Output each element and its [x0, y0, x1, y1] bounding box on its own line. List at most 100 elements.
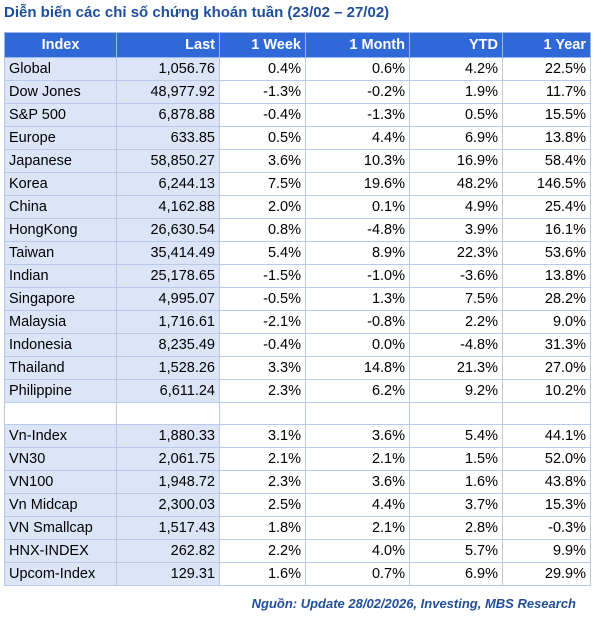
year-change-cell: 15.3% [502, 493, 591, 517]
month-change-cell: -1.0% [305, 264, 410, 288]
ytd-change-cell: 48.2% [409, 172, 503, 196]
table-title: Diễn biến các chỉ số chứng khoán tuần (2… [4, 4, 390, 21]
table-row: Indonesia 8,235.49 -0.4% 0.0% -4.8% 31.3% [4, 333, 591, 357]
header-index: Index [4, 32, 117, 58]
last-cell: 26,630.54 [116, 218, 220, 242]
year-change-cell: 9.0% [502, 310, 591, 334]
year-change-cell: 29.9% [502, 562, 591, 586]
empty-cell [219, 402, 306, 425]
ytd-change-cell: 3.7% [409, 493, 503, 517]
ytd-change-cell: 2.2% [409, 310, 503, 334]
month-change-cell: 0.1% [305, 195, 410, 219]
last-cell: 6,878.88 [116, 103, 220, 127]
ytd-change-cell: 21.3% [409, 356, 503, 380]
header-row: Index Last 1 Week 1 Month YTD 1 Year [4, 32, 591, 58]
last-cell: 1,517.43 [116, 516, 220, 540]
table-row: Thailand 1,528.26 3.3% 14.8% 21.3% 27.0% [4, 356, 591, 380]
month-change-cell: 3.6% [305, 470, 410, 494]
table-row: Vn Midcap 2,300.03 2.5% 4.4% 3.7% 15.3% [4, 493, 591, 517]
table-row: Taiwan 35,414.49 5.4% 8.9% 22.3% 53.6% [4, 241, 591, 265]
month-change-cell: 6.2% [305, 379, 410, 403]
week-change-cell: -2.1% [219, 310, 306, 334]
month-change-cell: 8.9% [305, 241, 410, 265]
year-change-cell: 28.2% [502, 287, 591, 311]
index-name-cell: China [4, 195, 117, 219]
table-row: VN100 1,948.72 2.3% 3.6% 1.6% 43.8% [4, 470, 591, 494]
index-name-cell: HongKong [4, 218, 117, 242]
ytd-change-cell: 5.7% [409, 539, 503, 563]
index-name-cell: Dow Jones [4, 80, 117, 104]
week-change-cell: 1.8% [219, 516, 306, 540]
year-change-cell: 31.3% [502, 333, 591, 357]
year-change-cell: 52.0% [502, 447, 591, 471]
year-change-cell: 22.5% [502, 57, 591, 81]
month-change-cell: 4.4% [305, 126, 410, 150]
ytd-change-cell: 4.2% [409, 57, 503, 81]
year-change-cell: 44.1% [502, 424, 591, 448]
table-row: China 4,162.88 2.0% 0.1% 4.9% 25.4% [4, 195, 591, 219]
index-name-cell: Vn Midcap [4, 493, 117, 517]
ytd-change-cell: 6.9% [409, 562, 503, 586]
last-cell: 48,977.92 [116, 80, 220, 104]
index-name-cell: Malaysia [4, 310, 117, 334]
week-change-cell: -0.4% [219, 103, 306, 127]
table-row: Japanese 58,850.27 3.6% 10.3% 16.9% 58.4% [4, 149, 591, 173]
ytd-change-cell: 1.6% [409, 470, 503, 494]
index-name-cell: Japanese [4, 149, 117, 173]
week-change-cell: 5.4% [219, 241, 306, 265]
year-change-cell: 13.8% [502, 264, 591, 288]
ytd-change-cell: 7.5% [409, 287, 503, 311]
last-cell: 6,244.13 [116, 172, 220, 196]
header-ytd: YTD [409, 32, 503, 58]
week-change-cell: 0.4% [219, 57, 306, 81]
week-change-cell: 3.1% [219, 424, 306, 448]
separator-row [4, 402, 591, 425]
index-name-cell: VN30 [4, 447, 117, 471]
table-row: Vn-Index 1,880.33 3.1% 3.6% 5.4% 44.1% [4, 424, 591, 448]
last-cell: 1,716.61 [116, 310, 220, 334]
week-change-cell: 2.3% [219, 379, 306, 403]
month-change-cell: 19.6% [305, 172, 410, 196]
month-change-cell: 0.6% [305, 57, 410, 81]
year-change-cell: 53.6% [502, 241, 591, 265]
week-change-cell: 3.3% [219, 356, 306, 380]
week-change-cell: 1.6% [219, 562, 306, 586]
week-change-cell: 2.2% [219, 539, 306, 563]
ytd-change-cell: 1.9% [409, 80, 503, 104]
month-change-cell: 1.3% [305, 287, 410, 311]
week-change-cell: 2.0% [219, 195, 306, 219]
empty-cell [502, 402, 591, 425]
last-cell: 1,528.26 [116, 356, 220, 380]
week-change-cell: 3.6% [219, 149, 306, 173]
month-change-cell: 14.8% [305, 356, 410, 380]
index-name-cell: Singapore [4, 287, 117, 311]
month-change-cell: 10.3% [305, 149, 410, 173]
source-note: Nguồn: Update 28/02/2026, Investing, MBS… [251, 596, 576, 611]
year-change-cell: 15.5% [502, 103, 591, 127]
month-change-cell: 3.6% [305, 424, 410, 448]
table-row: Indian 25,178.65 -1.5% -1.0% -3.6% 13.8% [4, 264, 591, 288]
last-cell: 1,880.33 [116, 424, 220, 448]
last-cell: 4,995.07 [116, 287, 220, 311]
year-change-cell: 16.1% [502, 218, 591, 242]
year-change-cell: 146.5% [502, 172, 591, 196]
empty-cell [305, 402, 410, 425]
week-change-cell: 2.1% [219, 447, 306, 471]
table-row: HNX-INDEX 262.82 2.2% 4.0% 5.7% 9.9% [4, 539, 591, 563]
month-change-cell: 2.1% [305, 516, 410, 540]
last-cell: 129.31 [116, 562, 220, 586]
year-change-cell: 27.0% [502, 356, 591, 380]
empty-cell [409, 402, 503, 425]
year-change-cell: -0.3% [502, 516, 591, 540]
header-last: Last [116, 32, 220, 58]
table-row: HongKong 26,630.54 0.8% -4.8% 3.9% 16.1% [4, 218, 591, 242]
last-cell: 633.85 [116, 126, 220, 150]
year-change-cell: 25.4% [502, 195, 591, 219]
table-row: Upcom-Index 129.31 1.6% 0.7% 6.9% 29.9% [4, 562, 591, 586]
index-name-cell: VN100 [4, 470, 117, 494]
year-change-cell: 58.4% [502, 149, 591, 173]
index-name-cell: S&P 500 [4, 103, 117, 127]
index-name-cell: Thailand [4, 356, 117, 380]
week-change-cell: -0.4% [219, 333, 306, 357]
index-name-cell: Global [4, 57, 117, 81]
